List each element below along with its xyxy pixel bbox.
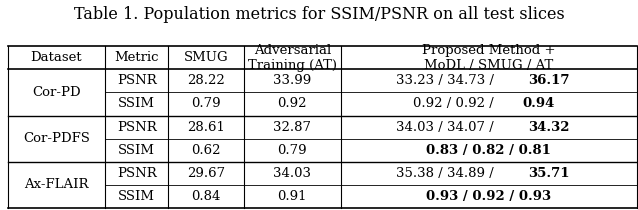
Text: SSIM: SSIM bbox=[118, 190, 155, 203]
Text: 34.32: 34.32 bbox=[528, 121, 570, 134]
Text: Proposed Method +
MoDL / SMUG / AT: Proposed Method + MoDL / SMUG / AT bbox=[422, 44, 556, 72]
Text: Cor-PD: Cor-PD bbox=[32, 86, 81, 99]
Text: 0.79: 0.79 bbox=[191, 97, 221, 110]
Text: Adversarial
Training (AT): Adversarial Training (AT) bbox=[248, 44, 337, 72]
Text: 33.99: 33.99 bbox=[273, 74, 311, 87]
Text: Metric: Metric bbox=[114, 51, 159, 64]
Text: SSIM: SSIM bbox=[118, 97, 155, 110]
Text: 29.67: 29.67 bbox=[187, 167, 225, 180]
Text: SMUG: SMUG bbox=[184, 51, 228, 64]
Text: 28.61: 28.61 bbox=[187, 121, 225, 134]
Text: 0.91: 0.91 bbox=[278, 190, 307, 203]
Text: 35.38 / 34.89 /: 35.38 / 34.89 / bbox=[396, 167, 498, 180]
Text: 34.03 / 34.07 /: 34.03 / 34.07 / bbox=[396, 121, 498, 134]
Text: PSNR: PSNR bbox=[117, 121, 156, 134]
Text: 0.92 / 0.92 /: 0.92 / 0.92 / bbox=[413, 97, 498, 110]
Text: 34.03: 34.03 bbox=[273, 167, 311, 180]
Text: Cor-PDFS: Cor-PDFS bbox=[23, 132, 90, 145]
Text: 35.71: 35.71 bbox=[528, 167, 570, 180]
Text: 33.23 / 34.73 /: 33.23 / 34.73 / bbox=[396, 74, 498, 87]
Text: SSIM: SSIM bbox=[118, 144, 155, 157]
Text: 0.93 / 0.92 / 0.93: 0.93 / 0.92 / 0.93 bbox=[426, 190, 551, 203]
Text: 0.83 / 0.82 / 0.81: 0.83 / 0.82 / 0.81 bbox=[426, 144, 551, 157]
Text: Table 1. Population metrics for SSIM/PSNR on all test slices: Table 1. Population metrics for SSIM/PSN… bbox=[73, 6, 565, 23]
Text: PSNR: PSNR bbox=[117, 74, 156, 87]
Text: 32.87: 32.87 bbox=[273, 121, 311, 134]
Text: Dataset: Dataset bbox=[31, 51, 82, 64]
Text: 0.92: 0.92 bbox=[278, 97, 307, 110]
Text: PSNR: PSNR bbox=[117, 167, 156, 180]
Text: 28.22: 28.22 bbox=[187, 74, 225, 87]
Text: 0.79: 0.79 bbox=[278, 144, 307, 157]
Text: 0.94: 0.94 bbox=[523, 97, 555, 110]
Text: Ax-FLAIR: Ax-FLAIR bbox=[24, 178, 89, 191]
Text: 36.17: 36.17 bbox=[528, 74, 570, 87]
Text: 0.84: 0.84 bbox=[191, 190, 221, 203]
Text: 0.62: 0.62 bbox=[191, 144, 221, 157]
